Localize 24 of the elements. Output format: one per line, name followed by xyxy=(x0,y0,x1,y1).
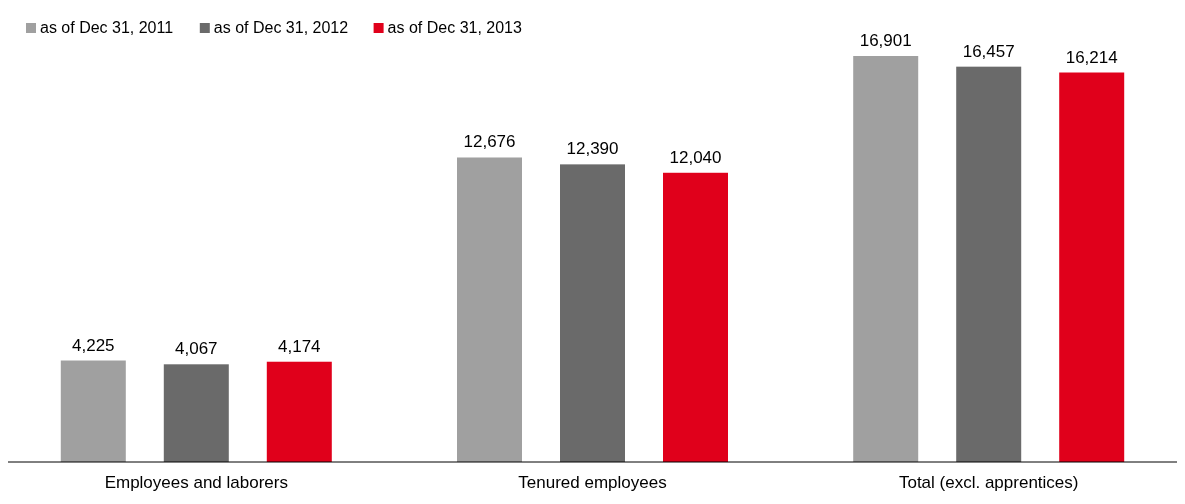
data-label: 16,214 xyxy=(1065,47,1118,67)
data-label: 12,390 xyxy=(566,139,619,159)
data-label: 4,174 xyxy=(278,336,321,356)
data-label: 12,040 xyxy=(669,147,722,167)
x-tick-label: Employees and laborers xyxy=(104,473,288,492)
bar xyxy=(457,157,522,462)
bar xyxy=(853,56,919,462)
x-tick-label: Tenured employees xyxy=(518,473,667,492)
bar xyxy=(60,360,126,462)
legend-label: as of Dec 31, 2011 xyxy=(40,19,174,36)
data-label: 4,225 xyxy=(72,335,115,355)
bar xyxy=(1059,72,1125,462)
bar xyxy=(266,361,332,462)
data-label: 4,067 xyxy=(175,339,218,359)
legend-label: as of Dec 31, 2013 xyxy=(387,19,523,36)
x-tick-label: Total (excl. apprentices) xyxy=(898,473,1079,492)
bar xyxy=(956,66,1022,462)
data-label: 16,457 xyxy=(962,41,1015,61)
data-label: 12,676 xyxy=(463,132,516,152)
bar xyxy=(663,172,728,462)
bar xyxy=(560,164,625,462)
legend-label: as of Dec 31, 2012 xyxy=(213,19,349,36)
bar xyxy=(163,364,229,462)
data-label: 16,901 xyxy=(859,31,912,50)
